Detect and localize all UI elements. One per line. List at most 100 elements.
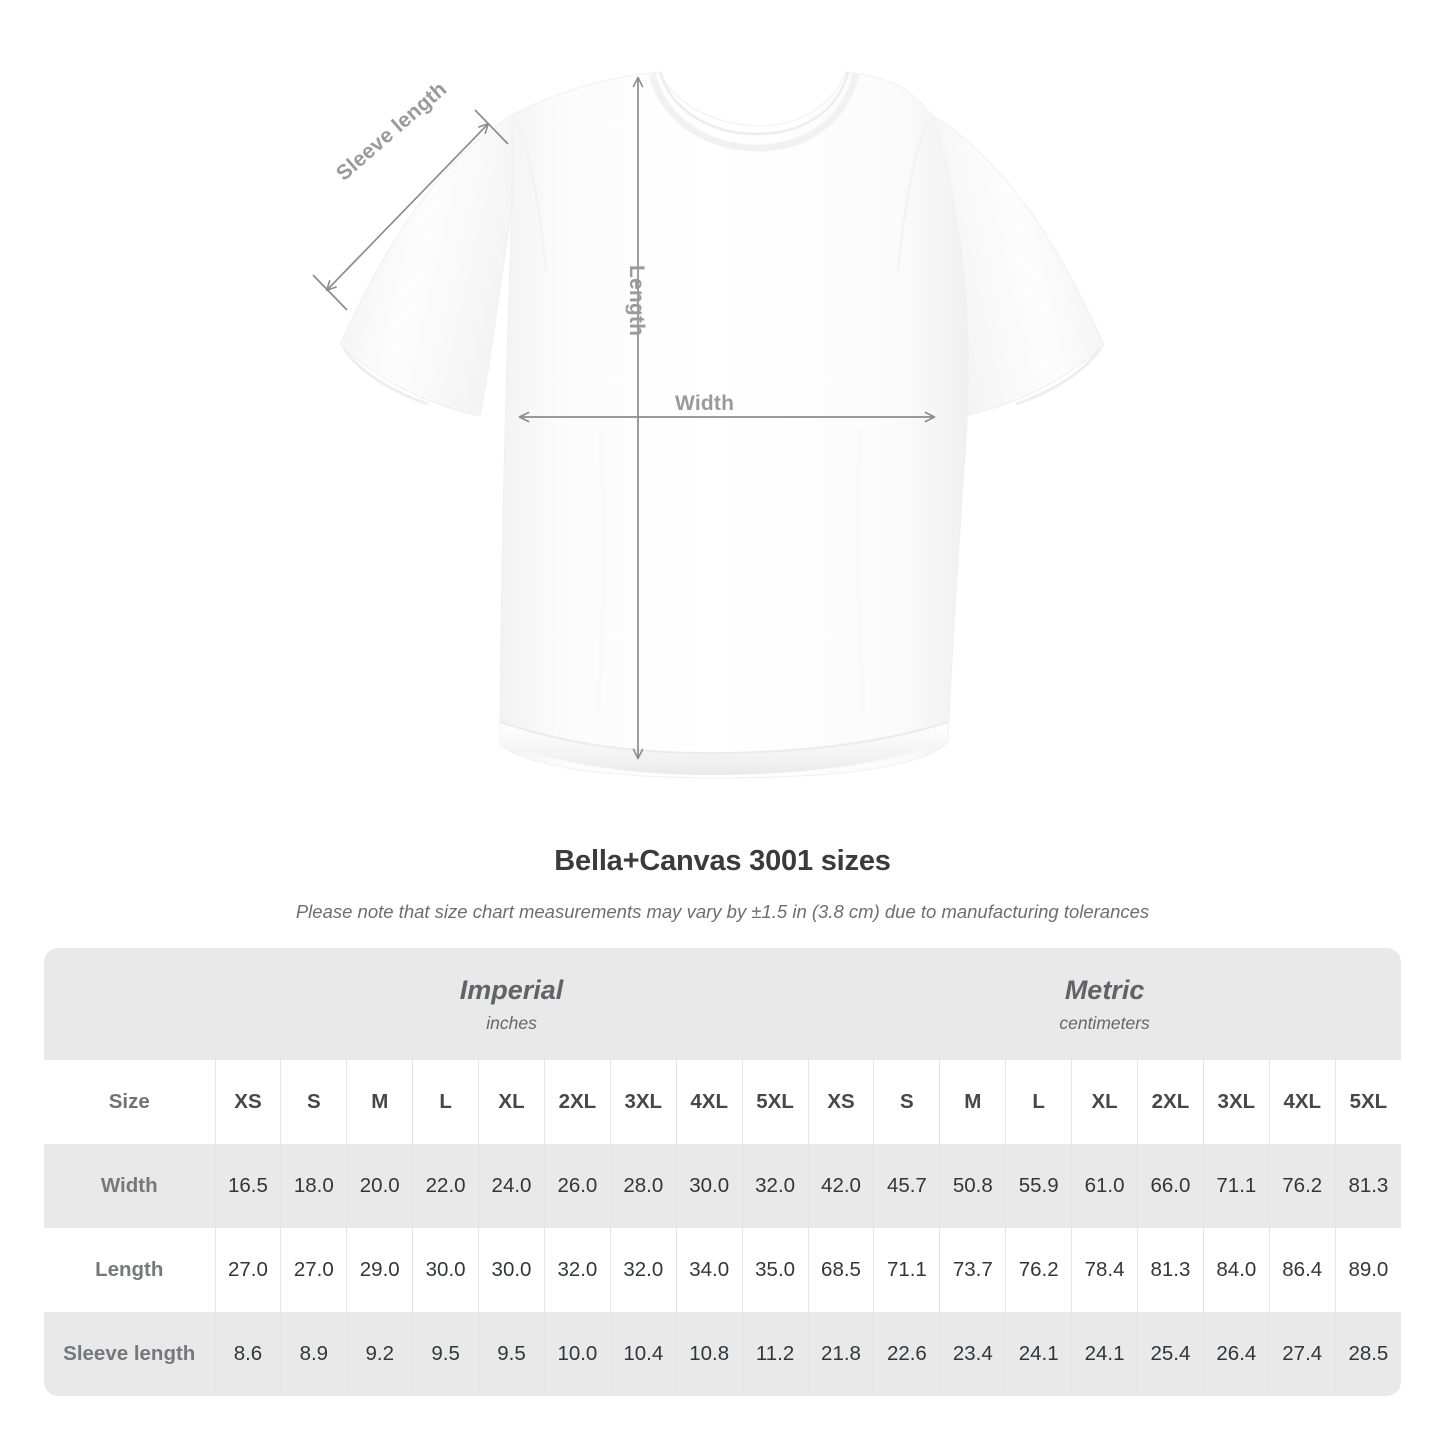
- table-cell: 50.8: [939, 1144, 1006, 1228]
- table-cell: 45.7: [873, 1144, 940, 1228]
- tshirt-body: [499, 71, 969, 779]
- unit-band-row: Imperial inches Metric centimeters: [44, 948, 1402, 1060]
- table-cell: 9.2: [346, 1312, 413, 1396]
- table-cell: 10.4: [609, 1312, 677, 1396]
- size-chart-table: Imperial inches Metric centimeters Size …: [44, 948, 1402, 1396]
- table-cell: 76.2: [1005, 1228, 1072, 1312]
- table-cell: 24.1: [1071, 1312, 1138, 1396]
- table-row: Sleeve length 8.6 8.9 9.2 9.5 9.5 10.0 1…: [44, 1312, 1402, 1396]
- size-header-cell: M: [346, 1060, 413, 1144]
- tshirt-diagram: Sleeve length Length Width: [312, 71, 1105, 779]
- size-header-cell: M: [939, 1060, 1006, 1144]
- table-cell: 23.4: [939, 1312, 1006, 1396]
- size-header-cell: 5XL: [1334, 1060, 1402, 1144]
- table-cell: 89.0: [1334, 1228, 1402, 1312]
- table-row: Length 27.0 27.0 29.0 30.0 30.0 32.0 32.…: [44, 1228, 1402, 1312]
- table-cell: 27.4: [1268, 1312, 1336, 1396]
- table-cell: 10.8: [675, 1312, 743, 1396]
- table-cell: 28.0: [609, 1144, 677, 1228]
- sleeve-length-dimension-line: [325, 122, 490, 292]
- size-header-cell: XS: [214, 1060, 281, 1144]
- size-header-cell: 5XL: [741, 1060, 809, 1144]
- title-block: Bella+Canvas 3001 sizes Please note that…: [0, 845, 1445, 923]
- table-cell: 26.4: [1202, 1312, 1270, 1396]
- table-cell: 86.4: [1268, 1228, 1336, 1312]
- row-label-length: Length: [44, 1228, 215, 1312]
- table-cell: 32.0: [609, 1228, 677, 1312]
- size-header-cell: 3XL: [1202, 1060, 1270, 1144]
- unit-metric-sub: centimeters: [1059, 1012, 1150, 1033]
- table-cell: 25.4: [1137, 1312, 1204, 1396]
- table-cell: 66.0: [1137, 1144, 1204, 1228]
- unit-imperial-sub: inches: [486, 1012, 537, 1033]
- tolerance-note: Please note that size chart measurements…: [295, 901, 1150, 922]
- table-cell: 24.1: [1005, 1312, 1072, 1396]
- page-title: Bella+Canvas 3001 sizes: [554, 845, 891, 877]
- size-header-row: Size XS S M L XL 2XL 3XL 4XL 5XL XS S M …: [44, 1060, 1402, 1144]
- table-cell: 76.2: [1268, 1144, 1336, 1228]
- table-cell: 30.0: [478, 1228, 545, 1312]
- sleeve-cap-upper: [474, 109, 509, 145]
- table-cell: 68.5: [807, 1228, 874, 1312]
- table-cell: 24.0: [478, 1144, 545, 1228]
- table-cell: 8.9: [280, 1312, 347, 1396]
- table-cell: 81.3: [1137, 1228, 1204, 1312]
- size-header-label: Size: [44, 1060, 215, 1144]
- table-cell: 22.6: [873, 1312, 940, 1396]
- table-cell: 26.0: [543, 1144, 611, 1228]
- unit-metric-name: Metric: [1064, 974, 1145, 1005]
- unit-group-imperial: Imperial inches: [215, 948, 809, 1060]
- size-header-cell: 2XL: [1137, 1060, 1204, 1144]
- table-cell: 9.5: [478, 1312, 545, 1396]
- table-cell: 22.0: [412, 1144, 479, 1228]
- table-cell: 61.0: [1071, 1144, 1138, 1228]
- table-cell: 71.1: [873, 1228, 940, 1312]
- size-header-cell: 4XL: [1268, 1060, 1336, 1144]
- size-header-cell: S: [873, 1060, 940, 1144]
- table-cell: 20.0: [346, 1144, 413, 1228]
- table-cell: 11.2: [741, 1312, 809, 1396]
- table-cell: 21.8: [807, 1312, 874, 1396]
- table-cell: 32.0: [543, 1228, 611, 1312]
- table-cell: 73.7: [939, 1228, 1006, 1312]
- size-header-cell: 4XL: [675, 1060, 743, 1144]
- table-cell: 84.0: [1202, 1228, 1270, 1312]
- table-row: Width 16.5 18.0 20.0 22.0 24.0 26.0 28.0…: [44, 1144, 1402, 1228]
- size-header-cell: L: [1005, 1060, 1072, 1144]
- table-cell: 29.0: [346, 1228, 413, 1312]
- table-cell: 55.9: [1005, 1144, 1072, 1228]
- table-cell: 78.4: [1071, 1228, 1138, 1312]
- unit-band-spacer: [44, 948, 215, 1060]
- sleeve-cap-lower: [312, 274, 348, 311]
- width-label: Width: [675, 392, 735, 415]
- table-cell: 34.0: [675, 1228, 743, 1312]
- table-cell: 35.0: [741, 1228, 809, 1312]
- size-header-cell: L: [412, 1060, 479, 1144]
- size-chart-table-wrapper: Imperial inches Metric centimeters Size …: [44, 948, 1402, 1396]
- row-label-width: Width: [44, 1144, 215, 1228]
- unit-imperial-name: Imperial: [459, 974, 564, 1005]
- tshirt-illustration: [312, 71, 1105, 779]
- table-cell: 8.6: [214, 1312, 281, 1396]
- length-label: Length: [625, 265, 648, 337]
- table-cell: 28.5: [1334, 1312, 1402, 1396]
- size-header-cell: 2XL: [543, 1060, 611, 1144]
- table-cell: 27.0: [280, 1228, 347, 1312]
- table-cell: 71.1: [1202, 1144, 1270, 1228]
- unit-group-metric: Metric centimeters: [808, 948, 1402, 1060]
- size-header-cell: XS: [807, 1060, 874, 1144]
- size-header-cell: 3XL: [609, 1060, 677, 1144]
- table-cell: 10.0: [543, 1312, 611, 1396]
- table-cell: 30.0: [412, 1228, 479, 1312]
- size-header-cell: S: [280, 1060, 347, 1144]
- dimension-lines: [312, 76, 936, 760]
- table-cell: 27.0: [214, 1228, 281, 1312]
- table-cell: 9.5: [412, 1312, 479, 1396]
- table-cell: 42.0: [807, 1144, 874, 1228]
- table-cell: 32.0: [741, 1144, 809, 1228]
- table-cell: 16.5: [214, 1144, 281, 1228]
- row-label-sleeve-length: Sleeve length: [44, 1312, 215, 1396]
- table-cell: 30.0: [675, 1144, 743, 1228]
- size-header-cell: XL: [478, 1060, 545, 1144]
- table-cell: 18.0: [280, 1144, 347, 1228]
